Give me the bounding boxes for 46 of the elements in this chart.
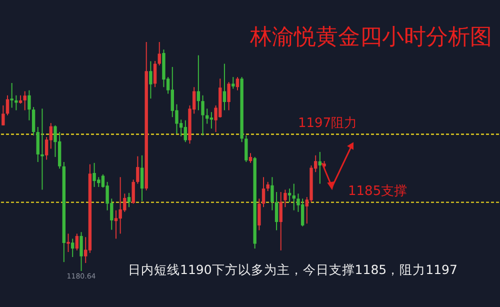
- candlestick: [32, 106, 36, 136]
- candlestick: [153, 60, 157, 88]
- candlestick: [23, 90, 26, 111]
- ref-line-label: 1197阻力: [298, 116, 358, 132]
- candlestick: [66, 233, 70, 252]
- candlestick: [274, 191, 278, 231]
- candlestick: [92, 162, 96, 188]
- candlestick: [210, 112, 214, 130]
- candlestick: [258, 198, 261, 231]
- ref-line-label: 1185支撑: [348, 184, 408, 200]
- candlestick: [127, 192, 131, 208]
- candlestick: [222, 63, 226, 111]
- candlestick: [6, 94, 10, 116]
- candlestick: [36, 126, 40, 162]
- candlestick: [284, 189, 287, 208]
- candlestick: [266, 181, 270, 192]
- candlestick: [248, 152, 252, 164]
- candlestick: [300, 198, 304, 227]
- candlestick: [149, 60, 152, 100]
- candlestick: [132, 179, 135, 204]
- candlestick: [2, 104, 5, 126]
- candlestick: [270, 176, 274, 211]
- candlestick: [262, 176, 266, 208]
- candlestick: [40, 108, 44, 190]
- candlestick: [227, 82, 230, 111]
- candlestick: [158, 42, 161, 66]
- candlestick: [318, 151, 322, 184]
- candlestick: [279, 191, 282, 251]
- candlestick: [236, 76, 240, 91]
- candlestick: [14, 94, 18, 111]
- candlestick: [244, 134, 248, 162]
- candlestick: [10, 82, 14, 108]
- annotation: 日内短线1190下方以多为主，今日支撑1185，阻力1197: [128, 262, 458, 279]
- candlestick: [80, 232, 83, 272]
- candlestick: [75, 233, 79, 251]
- candlestick: [70, 238, 74, 258]
- candlestick: [232, 76, 235, 90]
- candlestick: [184, 120, 188, 143]
- candlestick: [288, 188, 292, 203]
- candlestick: [136, 156, 140, 184]
- candlestick: [140, 154, 144, 202]
- chart-title: 林渝悦黄金四小时分析图: [250, 24, 492, 52]
- candlestick: [196, 54, 200, 111]
- candlestick: [201, 94, 204, 136]
- candlestick: [114, 210, 118, 240]
- candlestick: [28, 90, 31, 121]
